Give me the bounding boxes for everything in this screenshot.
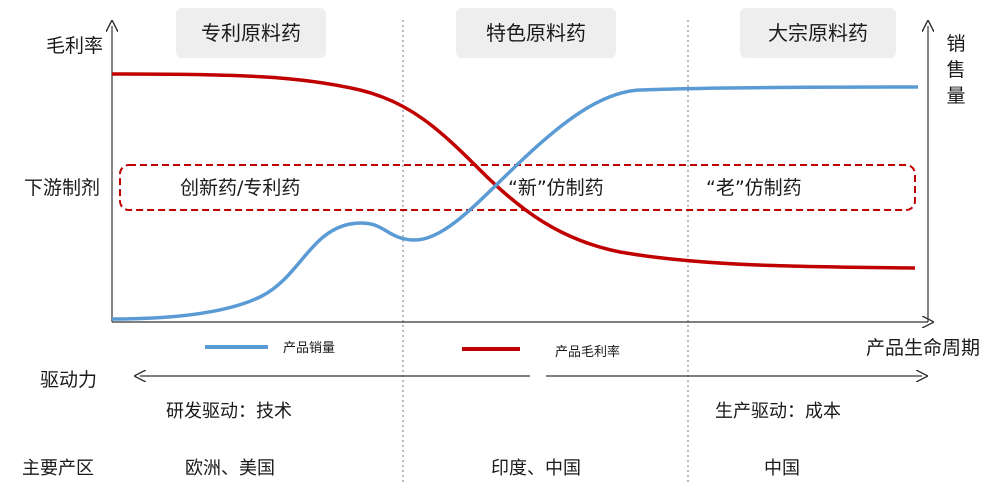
driver-cost: 生产驱动：成本 [715, 401, 841, 422]
margin-curve [111, 72, 916, 270]
stage-label-specialty: 特色原料药 [486, 21, 586, 45]
x-axis-label: 产品生命周期 [866, 337, 980, 359]
driver-tech: 研发驱动：技术 [166, 401, 292, 422]
region-india-china: 印度、中国 [491, 458, 581, 479]
stage-label-patent: 专利原料药 [201, 21, 301, 45]
y-axis-right-label-2: 售 [946, 59, 965, 81]
y-axis-left-label: 毛利率 [46, 35, 103, 57]
region-china: 中国 [764, 458, 800, 479]
legend-label-margin: 产品毛利率 [555, 344, 620, 360]
downstream-label: 下游制剂 [24, 177, 100, 199]
y-axis-right-label-3: 量 [946, 85, 965, 107]
zone-label-old-generic: “老”仿制药 [706, 177, 802, 199]
region-label: 主要产区 [22, 458, 94, 479]
stage-label-bulk: 大宗原料药 [768, 21, 868, 45]
stage-box-specialty [456, 8, 616, 58]
driver-label: 驱动力 [40, 369, 97, 391]
zone-label-new-generic: “新”仿制药 [508, 177, 604, 199]
stage-box-patent [176, 8, 326, 58]
sales-curve [111, 85, 919, 321]
stage-box-bulk [740, 8, 896, 58]
y-axis-right-label-1: 销 [946, 33, 965, 55]
region-europe-us: 欧洲、美国 [185, 458, 275, 479]
zone-label-innovative: 创新药/专利药 [180, 177, 300, 199]
legend-label-sales: 产品销量 [283, 341, 335, 356]
